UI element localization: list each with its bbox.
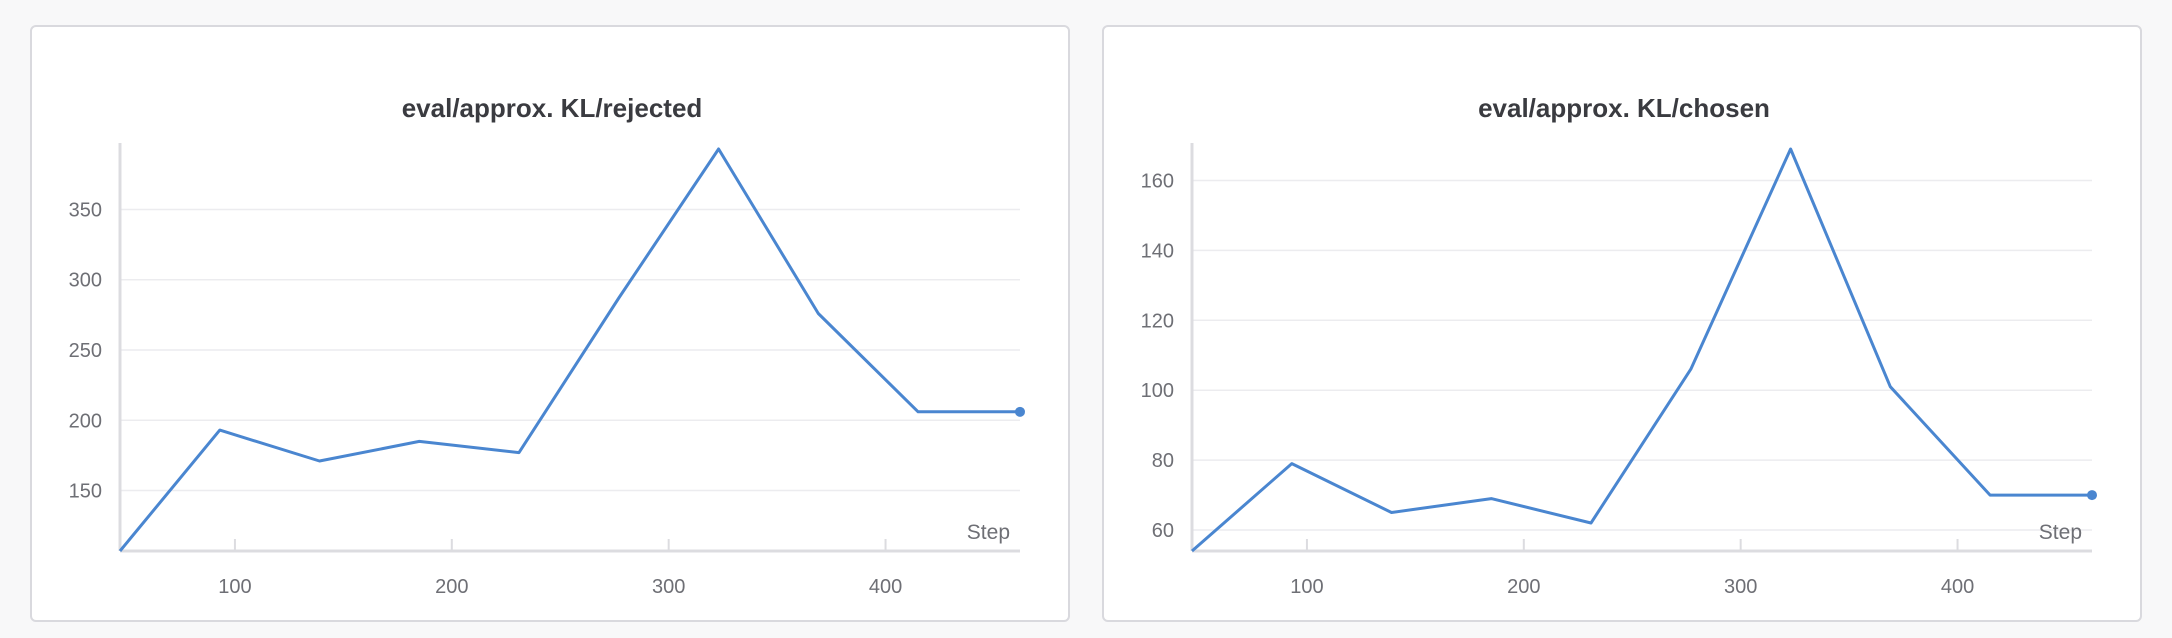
- series-line: [1191, 147, 2092, 553]
- last-point-marker: [1015, 406, 1025, 417]
- x-tick-label: 300: [652, 576, 685, 598]
- y-tick-label: 300: [69, 270, 102, 292]
- series-line: [118, 147, 1020, 552]
- x-tick-label: 200: [1507, 576, 1540, 598]
- y-tick-label: 140: [1141, 240, 1174, 262]
- chart-svg-rejected: eval/approx. KL/rejected 150 200 250 300 350…: [69, 93, 1025, 598]
- x-tick-label: 100: [218, 576, 251, 598]
- y-tick-label: 150: [69, 481, 102, 503]
- x-axis-title: Step: [2039, 521, 2082, 544]
- y-tick-label: 60: [1152, 520, 1174, 542]
- last-point-marker: [2087, 490, 2097, 501]
- x-tick-label: 200: [435, 576, 468, 598]
- y-tick-label: 120: [1141, 310, 1174, 332]
- y-tick-label: 200: [69, 410, 102, 432]
- chart-title: eval/approx. KL/rejected: [402, 93, 703, 123]
- y-tick-label: 250: [69, 340, 102, 362]
- chart-panel-chosen: eval/approx. KL/chosen 60 80 100 120 140 160 1…: [1102, 25, 2142, 622]
- plot-area: 150 200 250 300 350 100 200 300 400 Step: [69, 143, 1025, 598]
- x-tick-label: 100: [1290, 576, 1323, 598]
- y-tick-label: 100: [1141, 380, 1174, 402]
- x-tick-label: 400: [869, 576, 902, 598]
- plot-area: 60 80 100 120 140 160 100 200 300 400 Step: [1141, 143, 2097, 598]
- x-axis-title: Step: [967, 521, 1010, 544]
- chart-svg-chosen: eval/approx. KL/chosen 60 80 100 120 140 160 1…: [1141, 93, 2097, 598]
- chart-panel-rejected: eval/approx. KL/rejected 150 200 250 300 350…: [30, 25, 1070, 622]
- y-tick-label: 350: [69, 199, 102, 221]
- y-tick-label: 80: [1152, 450, 1174, 472]
- chart-title: eval/approx. KL/chosen: [1478, 93, 1770, 123]
- x-tick-label: 300: [1724, 576, 1757, 598]
- y-tick-label: 160: [1141, 170, 1174, 192]
- x-tick-label: 400: [1941, 576, 1974, 598]
